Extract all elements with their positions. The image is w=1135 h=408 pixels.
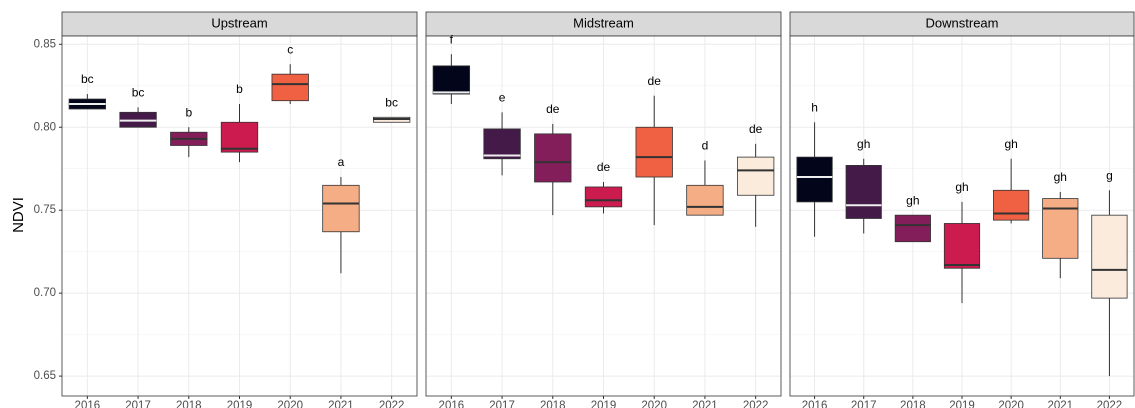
x-tick-label: 2021 bbox=[1047, 400, 1073, 408]
x-tick-label: 2018 bbox=[900, 400, 926, 408]
box bbox=[943, 223, 981, 269]
x-tick-label: 2022 bbox=[1097, 400, 1123, 408]
x-tick-label: 2020 bbox=[277, 400, 303, 408]
x-tick-label: 2019 bbox=[591, 400, 617, 408]
panel-border bbox=[61, 35, 418, 397]
x-tick-label: 2017 bbox=[489, 400, 515, 408]
y-tick-label: 0.70 bbox=[34, 287, 56, 299]
box bbox=[993, 189, 1030, 221]
group-letter: gh bbox=[955, 180, 968, 194]
x-tick-label: 2019 bbox=[949, 400, 975, 408]
group-letter: g bbox=[1106, 168, 1113, 182]
group-letter: bc bbox=[81, 72, 94, 86]
x-tick-label: 2016 bbox=[439, 400, 465, 408]
group-letter: bc bbox=[385, 95, 398, 109]
group-letter: b bbox=[185, 105, 192, 119]
group-letter: de bbox=[546, 102, 560, 116]
y-tick-label: 0.75 bbox=[34, 204, 56, 216]
group-letter: de bbox=[749, 122, 763, 136]
box bbox=[1091, 214, 1128, 299]
box bbox=[736, 156, 775, 196]
x-tick-label: 2020 bbox=[641, 400, 667, 408]
group-letter: gh bbox=[906, 193, 919, 207]
box bbox=[635, 126, 673, 178]
x-tick-label: 2019 bbox=[227, 400, 253, 408]
x-tick-label: 2016 bbox=[75, 400, 101, 408]
group-letter: gh bbox=[1004, 137, 1017, 151]
x-tick-label: 2018 bbox=[540, 400, 566, 408]
group-letter: h bbox=[811, 100, 818, 114]
group-letter: a bbox=[338, 155, 345, 169]
x-tick-label: 2020 bbox=[998, 400, 1024, 408]
box bbox=[796, 156, 833, 203]
group-letter: b bbox=[236, 82, 243, 96]
x-tick-label: 2021 bbox=[328, 400, 354, 408]
y-axis-title: NDVI bbox=[10, 197, 27, 233]
strip bbox=[425, 11, 782, 37]
y-tick-label: 0.80 bbox=[34, 121, 56, 133]
y-tick-label: 0.65 bbox=[34, 370, 56, 382]
group-letter: bc bbox=[132, 86, 145, 100]
group-letter: gh bbox=[857, 137, 870, 151]
panel-title: Upstream bbox=[211, 15, 267, 30]
panel-border bbox=[789, 35, 1135, 397]
group-letter: de bbox=[648, 74, 662, 88]
box bbox=[845, 165, 882, 219]
box bbox=[322, 184, 360, 233]
group-letter: e bbox=[499, 90, 506, 104]
box bbox=[483, 128, 521, 160]
group-letter: de bbox=[597, 160, 611, 174]
y-tick-label: 0.85 bbox=[34, 38, 56, 50]
panel-border bbox=[425, 35, 782, 397]
box bbox=[584, 186, 623, 208]
box bbox=[894, 214, 931, 243]
x-tick-label: 2017 bbox=[125, 400, 151, 408]
box bbox=[534, 133, 572, 183]
x-tick-label: 2016 bbox=[802, 400, 828, 408]
panel-title: Downstream bbox=[926, 15, 999, 30]
group-letter: f bbox=[450, 32, 454, 46]
strip bbox=[61, 11, 418, 37]
x-tick-label: 2022 bbox=[743, 400, 769, 408]
x-tick-label: 2017 bbox=[851, 400, 877, 408]
group-letter: d bbox=[702, 139, 709, 153]
panel-title: Midstream bbox=[573, 15, 634, 30]
box bbox=[686, 184, 724, 216]
x-tick-label: 2021 bbox=[692, 400, 718, 408]
group-letter: c bbox=[287, 42, 293, 56]
box bbox=[432, 65, 471, 95]
box bbox=[271, 73, 309, 102]
group-letter: gh bbox=[1054, 170, 1067, 184]
x-tick-label: 2022 bbox=[379, 400, 405, 408]
x-tick-label: 2018 bbox=[176, 400, 202, 408]
box bbox=[220, 121, 259, 153]
